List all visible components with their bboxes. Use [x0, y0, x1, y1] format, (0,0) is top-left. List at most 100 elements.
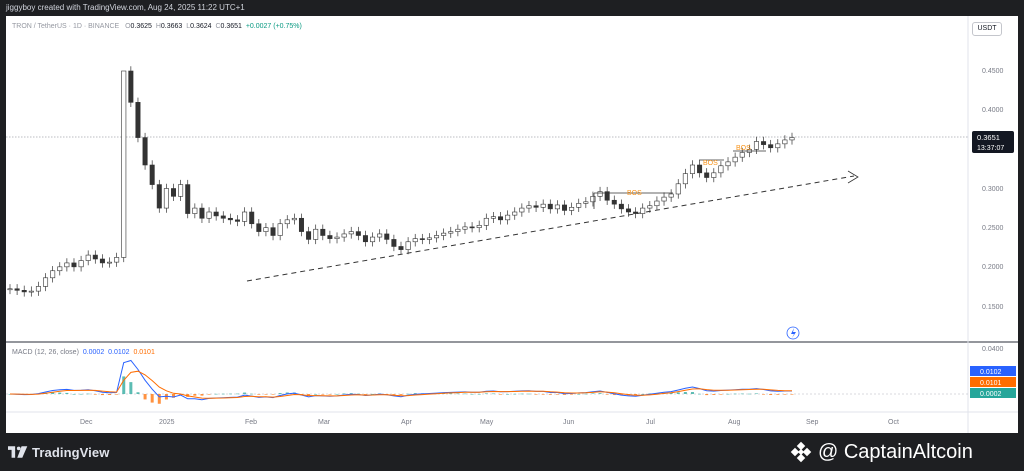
candle-body: [526, 205, 532, 209]
time-label: Mar: [318, 419, 331, 426]
price-chart[interactable]: BOS BOS BOS 0.4500 0.4000 0.3000 0.2500 …: [6, 16, 1018, 433]
macd-hist-bar: [470, 393, 474, 395]
macd-hist-bar: [676, 392, 680, 394]
macd-hist-bar: [506, 393, 510, 395]
candle-body: [569, 207, 575, 211]
macd-title: MACD (12, 26, close): [12, 349, 79, 356]
lightning-glyph: [791, 328, 796, 338]
macd-hist-bar: [648, 393, 652, 395]
macd-hist-value: 0.0002: [82, 349, 105, 356]
macd-hist-bar: [783, 394, 787, 395]
symbol-name[interactable]: TRON / TetherUS · 1D · BINANCE: [12, 23, 120, 30]
macd-hist-bar: [733, 393, 737, 395]
macd-hist-bar: [456, 393, 460, 395]
time-axis[interactable]: Dec 2025 Feb Mar Apr May Jun Jul Aug Sep…: [80, 419, 899, 426]
macd-hist-bar: [541, 394, 545, 395]
macd-hist-bar: [484, 393, 488, 395]
macd-hist-bar: [527, 393, 531, 395]
candle-body: [270, 227, 276, 236]
macd-hist-bar: [257, 394, 261, 395]
macd-hist-bar: [143, 394, 147, 400]
candle-body: [227, 217, 233, 221]
candle-body: [583, 201, 589, 204]
macd-hist-bar: [58, 392, 62, 394]
candle-body: [362, 235, 368, 243]
candle-body: [647, 205, 653, 209]
candle-body: [320, 228, 326, 236]
macd-line: [9, 359, 792, 401]
macd-hist-bar: [598, 393, 602, 394]
candle-body: [348, 231, 354, 235]
macd-hist-bar: [271, 394, 275, 395]
high-value: 0.3663: [160, 23, 183, 30]
macd-hist-bar: [577, 393, 581, 395]
candle-body: [490, 216, 496, 219]
candle-body: [462, 226, 468, 230]
macd-hist-bar: [534, 394, 538, 395]
candle-body: [192, 207, 198, 214]
candle-body: [505, 214, 511, 221]
macd-hist-bar: [513, 393, 517, 395]
candle-body: [7, 288, 13, 291]
tradingview-logo-icon: [8, 446, 28, 458]
candle-body: [434, 235, 440, 239]
macd-hist-bar: [157, 394, 161, 404]
candle-body: [405, 241, 411, 250]
candle-body: [43, 277, 49, 287]
candle-body: [476, 225, 482, 228]
macd-hist-bar: [762, 394, 766, 395]
macd-hist-bar: [712, 394, 716, 395]
candle-body: [327, 235, 333, 239]
candle-body: [135, 102, 141, 138]
macd-hist-bar: [307, 394, 311, 396]
last-price-tag: [972, 131, 1014, 153]
macd-legend[interactable]: MACD (12, 26, close) 0.0002 0.0102 0.010…: [12, 349, 155, 356]
candle-body: [711, 172, 717, 178]
bar-countdown: 13:37:07: [977, 145, 1004, 152]
macd-hist-bar: [776, 394, 780, 395]
macd-hist-bar: [406, 393, 410, 395]
macd-hist-bar: [314, 393, 318, 395]
candle-body: [277, 223, 283, 236]
macd-tag-value: 0.0102: [980, 369, 1002, 376]
candle-body: [597, 191, 603, 197]
tradingview-logo[interactable]: TradingView: [8, 443, 109, 461]
candle-body: [625, 208, 631, 213]
close-value: 0.3651: [220, 23, 242, 30]
candle-body: [220, 215, 226, 219]
macd-hist-bar: [399, 394, 403, 395]
macd-hist-bar: [705, 394, 709, 396]
candle-body: [306, 231, 312, 240]
macd-hist-bar: [719, 394, 723, 395]
candle-body: [313, 228, 319, 240]
macd-hist-bar: [563, 394, 567, 395]
macd-hist-bar: [449, 393, 453, 395]
currency-button[interactable]: USDT: [972, 22, 1002, 36]
macd-hist-bar: [235, 393, 239, 395]
candle-body: [789, 137, 795, 141]
macd-hist-bar: [172, 394, 176, 398]
macd-hist-bar: [335, 393, 339, 395]
time-label: Dec: [80, 419, 93, 426]
bos-markers: BOS BOS BOS: [593, 145, 766, 209]
candle-body: [697, 164, 703, 174]
publisher-line: jiggyboy created with TradingView.com, A…: [0, 0, 1024, 16]
candle-body: [249, 211, 255, 225]
signal-value: 0.0101: [133, 349, 155, 356]
macd-hist-bar: [371, 393, 375, 395]
macd-hist-bar: [690, 392, 694, 394]
low-value: 0.3624: [190, 23, 212, 30]
candle-body: [256, 223, 262, 232]
macd-hist-bar: [463, 393, 467, 395]
time-label: May: [480, 419, 494, 426]
macd-hist-bar: [200, 394, 204, 396]
price-axis[interactable]: 0.4500 0.4000 0.3000 0.2500 0.2000 0.150…: [982, 68, 1004, 311]
macd-hist-bar: [605, 394, 609, 395]
candle-body: [64, 262, 70, 268]
candle-body: [739, 152, 745, 158]
macd-hist-bar: [214, 393, 218, 395]
time-label: Apr: [401, 419, 413, 426]
chart-panel[interactable]: BOS BOS BOS 0.4500 0.4000 0.3000 0.2500 …: [6, 16, 1018, 433]
support-trendline[interactable]: [246, 175, 855, 282]
candle-body: [398, 246, 404, 250]
